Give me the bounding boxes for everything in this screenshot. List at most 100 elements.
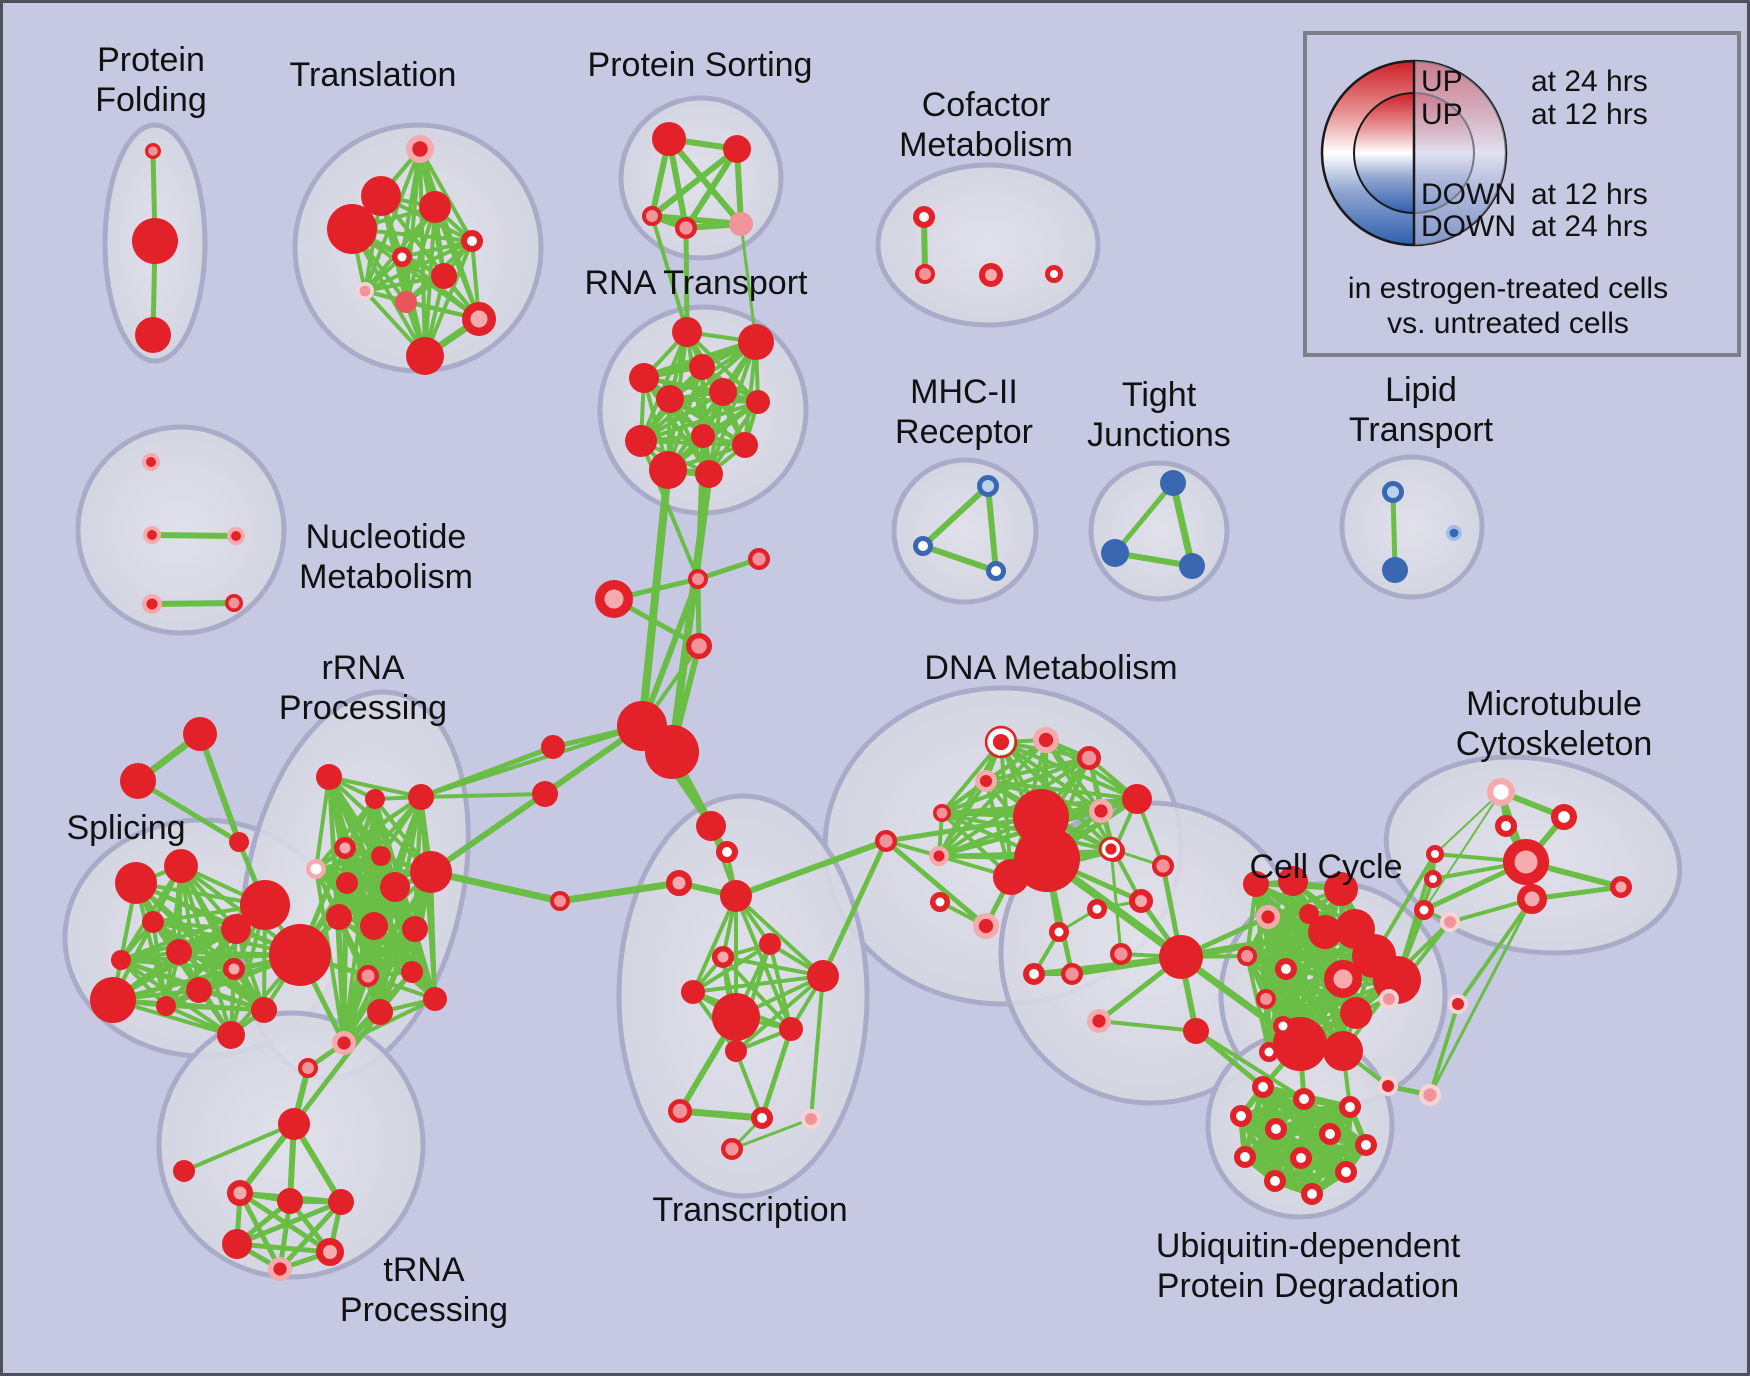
node-tn-4 bbox=[328, 1189, 354, 1215]
node-tc-9 bbox=[779, 1017, 803, 1041]
node-pf-2 bbox=[135, 317, 171, 353]
label-tn: tRNA bbox=[383, 1251, 465, 1289]
node-rr-10 bbox=[360, 912, 388, 940]
label-mt: Cytoskeleton bbox=[1456, 725, 1653, 763]
node-tr-10 bbox=[406, 337, 444, 375]
node-rr-15 bbox=[367, 999, 393, 1025]
label-nm: Nucleotide bbox=[306, 518, 467, 556]
node-ub-3 bbox=[1230, 1105, 1253, 1128]
network-edge bbox=[733, 838, 889, 899]
node-ch-3 bbox=[685, 632, 712, 659]
node-rt-1 bbox=[738, 324, 774, 360]
legend-up-24-time: at 24 hrs bbox=[1531, 65, 1648, 98]
network-edge bbox=[164, 1004, 266, 1012]
node-tc-7 bbox=[681, 980, 705, 1004]
network-edge bbox=[721, 955, 793, 1031]
node-sp-3 bbox=[166, 939, 192, 965]
label-ub: Protein Degradation bbox=[1157, 1267, 1459, 1305]
node-cc-20 bbox=[1275, 958, 1298, 981]
node-ub-1 bbox=[1293, 1088, 1316, 1111]
legend-down-12-time: at 12 hrs bbox=[1531, 178, 1648, 211]
network-edge bbox=[639, 400, 760, 443]
node-nm-3 bbox=[142, 594, 162, 614]
label-cf: Metabolism bbox=[899, 126, 1073, 164]
node-tc-4 bbox=[720, 880, 752, 912]
cluster-nm bbox=[75, 424, 287, 636]
node-ps-3 bbox=[675, 216, 698, 239]
node-ub-6 bbox=[1355, 1134, 1378, 1157]
node-dm-12 bbox=[1129, 889, 1153, 913]
network-edge bbox=[920, 483, 991, 549]
label-rt: RNA Transport bbox=[585, 264, 809, 302]
network-edge bbox=[1044, 738, 1116, 853]
label-lp: Transport bbox=[1349, 411, 1494, 449]
network-edge bbox=[1169, 479, 1196, 570]
node-cc-22 bbox=[1273, 1016, 1293, 1036]
label-pf: Protein bbox=[97, 41, 205, 79]
node-mt-5 bbox=[1610, 876, 1632, 898]
network-edge bbox=[809, 974, 825, 1121]
node-ub-11 bbox=[1301, 1183, 1324, 1206]
network-edge bbox=[1109, 847, 1123, 956]
network-edge bbox=[1423, 791, 1502, 911]
node-tc-6 bbox=[712, 946, 734, 968]
network-edge bbox=[400, 239, 474, 259]
node-cc-16 bbox=[1323, 1031, 1363, 1071]
label-mhc: Receptor bbox=[895, 413, 1033, 451]
network-edge bbox=[683, 146, 740, 231]
label-mt: Microtubule bbox=[1466, 685, 1642, 723]
label-tr: Translation bbox=[290, 56, 457, 94]
node-br-0 bbox=[1425, 844, 1444, 863]
network-edge bbox=[363, 274, 446, 293]
network-edge bbox=[638, 466, 672, 730]
node-ch-5 bbox=[645, 725, 699, 779]
node-br-5 bbox=[1448, 994, 1468, 1014]
network-edge bbox=[668, 470, 713, 756]
node-dm-10 bbox=[1088, 799, 1113, 824]
network-edge bbox=[429, 792, 547, 874]
label-tj: Junctions bbox=[1087, 416, 1231, 454]
network-edge bbox=[695, 433, 706, 582]
node-rr-0 bbox=[316, 764, 342, 790]
label-ub: Ubiquitin-dependent bbox=[1156, 1227, 1461, 1265]
node-tn-2 bbox=[227, 1180, 253, 1206]
network-edge bbox=[685, 330, 760, 404]
node-br-3 bbox=[1440, 912, 1460, 932]
node-rr-7 bbox=[380, 872, 410, 902]
node-dm-16 bbox=[930, 892, 950, 912]
node-ch-0 bbox=[688, 569, 708, 589]
node-nm-4 bbox=[225, 593, 244, 612]
network-edge bbox=[237, 1190, 283, 1272]
label-lp: Lipid bbox=[1385, 371, 1457, 409]
node-tn-0 bbox=[278, 1108, 310, 1140]
node-dm-8 bbox=[993, 859, 1029, 895]
network-edge bbox=[920, 543, 999, 574]
network-edge bbox=[721, 955, 825, 978]
node-cc-23 bbox=[1259, 1042, 1279, 1062]
node-rt-3 bbox=[689, 354, 715, 380]
node-mt-3 bbox=[1503, 839, 1549, 885]
node-tc-13 bbox=[751, 1107, 774, 1130]
node-rt-4 bbox=[656, 385, 684, 413]
node-dm-19 bbox=[1060, 963, 1083, 986]
node-ub-2 bbox=[1339, 1096, 1362, 1119]
node-tr-7 bbox=[355, 281, 374, 300]
label-dm: DNA Metabolism bbox=[924, 649, 1177, 687]
node-br-4 bbox=[1379, 989, 1399, 1009]
legend-caption-line2: vs. untreated cells bbox=[1387, 307, 1629, 340]
network-edge bbox=[1456, 897, 1534, 1006]
node-ub-0 bbox=[1252, 1076, 1275, 1099]
node-lp-1 bbox=[1382, 557, 1408, 583]
network-edge bbox=[337, 915, 346, 1045]
network-edge bbox=[234, 1199, 344, 1247]
node-dm-2 bbox=[1033, 726, 1060, 753]
node-rr-13 bbox=[401, 961, 423, 983]
node-tc-5 bbox=[759, 933, 781, 955]
network-edge bbox=[1267, 967, 1288, 1054]
node-sp-8 bbox=[223, 958, 245, 980]
network-edge bbox=[314, 775, 331, 871]
node-tr-0 bbox=[405, 134, 434, 163]
node-ch-7 bbox=[532, 781, 558, 807]
network-edge bbox=[1097, 1019, 1198, 1033]
network-edge bbox=[691, 894, 738, 994]
